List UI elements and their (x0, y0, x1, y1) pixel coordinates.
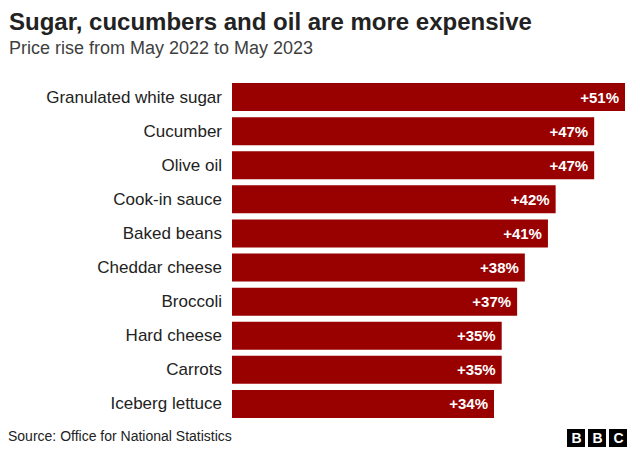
svg-text:+38%: +38% (480, 259, 519, 276)
svg-text:+41%: +41% (503, 225, 542, 242)
svg-text:Cook-in sauce: Cook-in sauce (113, 190, 222, 209)
svg-text:B: B (572, 430, 582, 446)
svg-text:Carrots: Carrots (166, 360, 222, 379)
svg-text:Cheddar cheese: Cheddar cheese (97, 258, 222, 277)
svg-text:Hard cheese: Hard cheese (126, 326, 222, 345)
svg-text:+47%: +47% (549, 157, 588, 174)
svg-text:Granulated white sugar: Granulated white sugar (46, 88, 222, 107)
svg-text:+51%: +51% (580, 89, 619, 106)
svg-text:Sugar, cucumbers and oil are m: Sugar, cucumbers and oil are more expens… (9, 8, 532, 35)
svg-text:+37%: +37% (472, 293, 511, 310)
svg-text:+42%: +42% (511, 191, 550, 208)
svg-text:C: C (614, 430, 624, 446)
svg-text:Source: Office for National St: Source: Office for National Statistics (8, 428, 232, 444)
svg-text:+35%: +35% (457, 327, 496, 344)
svg-text:Iceberg lettuce: Iceberg lettuce (110, 394, 222, 413)
svg-text:+34%: +34% (449, 395, 488, 412)
svg-text:+47%: +47% (549, 123, 588, 140)
svg-text:Olive oil: Olive oil (162, 156, 222, 175)
svg-text:Price rise from May 2022 to Ma: Price rise from May 2022 to May 2023 (9, 38, 313, 58)
svg-text:Cucumber: Cucumber (144, 122, 223, 141)
svg-text:Baked beans: Baked beans (123, 224, 222, 243)
svg-text:Broccoli: Broccoli (162, 292, 222, 311)
svg-text:+35%: +35% (457, 361, 496, 378)
svg-text:B: B (593, 430, 603, 446)
